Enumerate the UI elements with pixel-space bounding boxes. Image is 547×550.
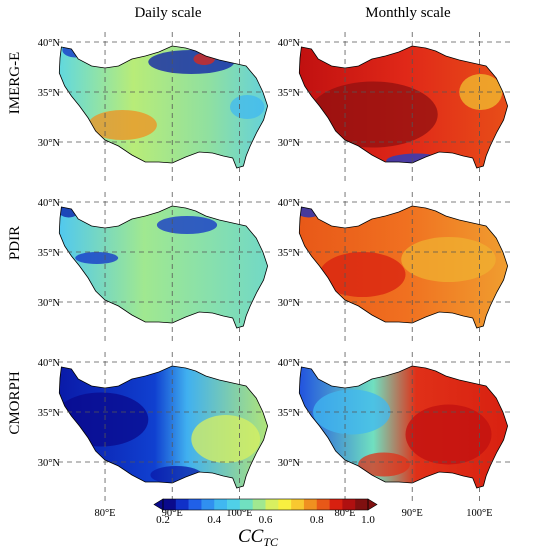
- colorbar-segment: [239, 499, 253, 510]
- colorbar-segment: [291, 499, 305, 510]
- colorbar-segment: [227, 499, 241, 510]
- lat-tick-label: 35°N: [278, 408, 301, 419]
- cc-anomaly: [319, 252, 406, 297]
- cc-anomaly: [358, 452, 410, 477]
- colorbar-segment: [355, 499, 369, 510]
- lat-tick-label: 30°N: [278, 138, 301, 149]
- lat-tick-label: 30°N: [38, 138, 61, 149]
- cc-anomaly: [230, 95, 265, 119]
- lat-tick-label: 40°N: [278, 38, 301, 49]
- colorbar-label-main: CC: [238, 526, 264, 547]
- colorbar-segment: [163, 499, 177, 510]
- plateau-boundary: [58, 45, 269, 169]
- lat-tick-label: 30°N: [38, 298, 61, 309]
- lat-tick-label: 35°N: [38, 88, 61, 99]
- colorbar-extend-low: [153, 498, 164, 511]
- cc-anomaly: [313, 389, 391, 435]
- map-panel-cmorph-daily: 30°N 35°N 40°N 80°E 90°E 100°E: [38, 352, 273, 519]
- colorbar-segment: [278, 499, 292, 510]
- cc-anomaly: [156, 216, 218, 234]
- lat-tick-label: 35°N: [38, 248, 61, 259]
- colorbar-segment: [303, 499, 318, 510]
- colorbar: 0.2 0.4 0.6 0.8 1.0: [153, 498, 378, 526]
- cc-anomaly: [148, 50, 235, 74]
- colorbar-segment: [252, 499, 266, 510]
- map-panels: 30°N35°N40°N30°N35°N40°N30°N35°N40°N30°N…: [38, 32, 513, 519]
- lon-tick-label: 80°E: [94, 508, 115, 519]
- lon-tick-label: 80°E: [334, 508, 355, 519]
- lat-tick-label: 40°N: [38, 38, 61, 49]
- map-panel-pdir-monthly: 30°N 35°N 40°N: [278, 192, 513, 342]
- plateau-boundary: [298, 365, 509, 489]
- column-title-monthly: Monthly scale: [365, 5, 451, 21]
- colorbar-tick-label: 0.6: [259, 514, 273, 526]
- colorbar-label-sub: TC: [263, 535, 279, 549]
- plateau-boundary: [298, 45, 509, 169]
- colorbar-segment: [329, 499, 343, 510]
- cc-anomaly: [191, 415, 261, 463]
- colorbar-segment: [175, 499, 189, 510]
- colorbar-tick-label: 0.4: [207, 514, 221, 526]
- plateau-boundary: [58, 205, 269, 329]
- map-panel-imerg-e-daily: 30°N 35°N 40°N: [38, 32, 273, 182]
- cc-anomaly: [308, 81, 438, 148]
- colorbar-extend-high: [367, 498, 378, 511]
- colorbar-segment: [201, 499, 215, 510]
- row-label-imerg: IMERG-E: [7, 52, 23, 115]
- cc-field: [59, 206, 268, 328]
- colorbar-segment: [316, 499, 330, 510]
- colorbar-segment: [188, 499, 202, 510]
- row-label-cmorph: CMORPH: [7, 371, 23, 435]
- map-panel-pdir-daily: 30°N 35°N 40°N: [38, 192, 273, 342]
- lat-tick-label: 35°N: [38, 408, 61, 419]
- colorbar-tick-label: 0.2: [156, 514, 170, 526]
- colorbar-segment: [214, 499, 228, 510]
- lat-tick-label: 30°N: [278, 298, 301, 309]
- colorbar-label: CCTC: [238, 526, 279, 549]
- colorbar-frame: [162, 498, 369, 511]
- lon-tick-label: 90°E: [162, 508, 183, 519]
- lon-tick-label: 90°E: [402, 508, 423, 519]
- map-panel-imerg-e-monthly: 30°N 35°N 40°N: [278, 32, 513, 182]
- lat-tick-label: 30°N: [278, 458, 301, 469]
- colorbar-tick-label: 0.8: [310, 514, 324, 526]
- map-panel-cmorph-monthly: 30°N 35°N 40°N 80°E 90°E 100°E: [278, 352, 513, 519]
- column-title-daily: Daily scale: [134, 5, 201, 21]
- cc-anomaly: [405, 404, 492, 465]
- lat-tick-label: 40°N: [278, 358, 301, 369]
- cc-anomaly: [75, 252, 119, 264]
- plateau-boundary: [58, 365, 269, 489]
- lat-tick-label: 35°N: [278, 248, 301, 259]
- colorbar-tick-label: 1.0: [361, 514, 375, 526]
- lat-tick-label: 40°N: [278, 198, 301, 209]
- cc-anomaly: [88, 110, 157, 140]
- plateau-boundary: [298, 205, 509, 329]
- lat-tick-label: 40°N: [38, 358, 61, 369]
- cc-anomaly: [59, 392, 149, 447]
- lon-tick-label: 100°E: [466, 508, 492, 519]
- colorbar-segment: [265, 499, 279, 510]
- lon-tick-label: 100°E: [226, 508, 252, 519]
- row-label-pdir: PDIR: [7, 226, 23, 260]
- lat-tick-label: 30°N: [38, 458, 61, 469]
- lat-tick-label: 40°N: [38, 198, 61, 209]
- lat-tick-label: 35°N: [278, 88, 301, 99]
- colorbar-segment: [342, 499, 356, 510]
- cc-anomaly: [401, 237, 496, 282]
